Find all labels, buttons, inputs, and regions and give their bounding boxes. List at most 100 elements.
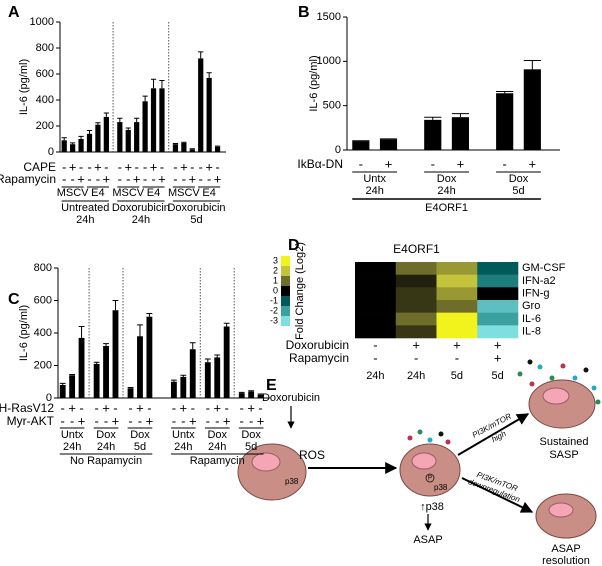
error-bar — [206, 72, 212, 78]
factor-level: - — [87, 159, 91, 174]
heatmap-cell — [477, 312, 519, 326]
factor-level: + — [189, 413, 197, 428]
bar — [451, 117, 469, 150]
time-label: 24h — [366, 370, 384, 382]
factor-level: - — [199, 171, 203, 186]
heatmap-cell — [355, 287, 397, 301]
factor-level: - — [373, 350, 377, 365]
bar — [248, 391, 255, 398]
supergroup-label: No Rapamycin — [70, 455, 142, 467]
factor-level: - — [143, 171, 147, 186]
factor-level: - — [182, 171, 186, 186]
factor-level: - — [207, 171, 211, 186]
bar — [78, 337, 85, 398]
bar — [189, 149, 195, 152]
error-bar — [59, 382, 66, 385]
factor-level: - — [79, 159, 83, 174]
factor-level: - — [190, 159, 194, 174]
bar — [189, 349, 196, 398]
factor-level: + — [494, 350, 502, 365]
error-bar — [112, 300, 119, 311]
subgroup-label: E4 — [91, 187, 104, 199]
error-bar — [86, 130, 93, 134]
error-bar — [181, 141, 187, 143]
group-label: Dox — [241, 429, 261, 441]
factor-level: - — [151, 171, 155, 186]
nucleus — [542, 387, 570, 405]
factor-label: CAPE — [23, 160, 56, 174]
row-label: Gro — [522, 300, 540, 312]
time-label: 24h — [407, 370, 425, 382]
heatmap-cell — [355, 300, 397, 313]
error-bar — [103, 343, 109, 346]
up-marker: ↑p38 — [420, 501, 444, 513]
bar — [59, 385, 66, 398]
y-tick-label: 0 — [48, 146, 54, 158]
factor-level: - — [414, 350, 418, 365]
bar — [206, 77, 212, 152]
y-tick-label: 200 — [36, 120, 54, 132]
bar — [257, 394, 264, 398]
bar — [352, 141, 370, 150]
group-label: Untreated — [61, 202, 109, 214]
factor-level: + — [457, 156, 465, 171]
y-tick-label: 200 — [34, 359, 52, 371]
factor-level: - — [62, 171, 66, 186]
factor-level: - — [240, 400, 244, 415]
y-tick-label: 800 — [34, 262, 52, 274]
colorbar-swatch — [281, 276, 290, 286]
error-bar — [134, 117, 140, 123]
group-label: Untx — [363, 173, 386, 185]
panel-letter: C — [8, 291, 20, 308]
heatmap-cell — [436, 325, 478, 339]
nucleus — [251, 452, 281, 472]
phospho-circle — [425, 473, 435, 483]
colorbar-tick-label: 3 — [273, 255, 278, 265]
factor-level: - — [240, 413, 244, 428]
y-tick-label: 600 — [34, 294, 52, 306]
heatmap-cell — [395, 300, 437, 313]
bar — [238, 393, 245, 398]
bar — [112, 310, 119, 398]
bar — [117, 122, 123, 152]
factor-level: - — [160, 159, 164, 174]
factor-level: - — [431, 156, 435, 171]
group-label: Dox — [96, 429, 116, 441]
heatmap-cell — [395, 262, 437, 275]
factor-level: + — [69, 159, 77, 174]
heatmap-cell — [395, 312, 437, 326]
subgroup-label: E4 — [147, 187, 160, 199]
heatmap-cell — [395, 274, 437, 288]
row-label: IL-6 — [522, 313, 541, 325]
group-label: Dox — [207, 429, 227, 441]
error-bar — [78, 326, 85, 338]
bar — [78, 139, 84, 152]
row-label: IFN-g — [522, 288, 550, 300]
error-bar — [93, 361, 100, 364]
factor-level: - — [70, 171, 74, 186]
bar — [134, 122, 140, 152]
factor-level: + — [257, 413, 265, 428]
factor-level: + — [214, 171, 222, 186]
group-label: 24h — [208, 441, 226, 453]
factor-level: + — [158, 171, 166, 186]
subgroup-label: MSCV — [57, 187, 89, 199]
error-bar — [198, 51, 204, 59]
heatmap-cell — [436, 312, 478, 326]
group-label: 5d — [245, 441, 257, 453]
factor-level: - — [118, 159, 122, 174]
row-label: IFN-a2 — [522, 275, 556, 287]
factor-level: - — [215, 413, 219, 428]
factor-label: Doxorubicin — [286, 338, 349, 352]
factor-level: - — [61, 400, 65, 415]
bar — [93, 363, 100, 398]
outcome: Sustained — [540, 436, 589, 448]
factor-label: Rapamycin — [0, 172, 56, 186]
y-tick-label: 1500 — [317, 11, 341, 23]
group-label: 5d — [512, 185, 524, 197]
factor-label: H-RasV12 — [0, 401, 54, 415]
bracket-label: E4ORF1 — [425, 202, 468, 214]
factor-level: + — [68, 400, 76, 415]
error-bar — [70, 142, 76, 145]
error-bar — [238, 391, 245, 394]
